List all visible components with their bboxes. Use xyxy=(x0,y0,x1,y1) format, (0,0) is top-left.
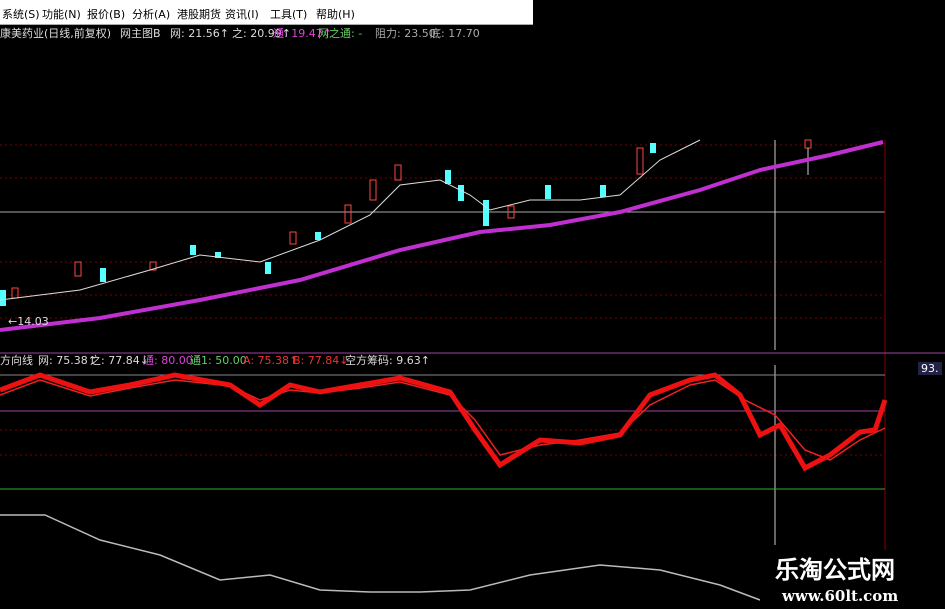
watermark-title: 乐淘公式网 xyxy=(775,556,895,584)
info-value: 通: 19.47↑ xyxy=(273,27,332,40)
info-value: 网: 21.56↑ xyxy=(170,27,229,40)
indicator-value: 通1: 50.00 xyxy=(190,354,247,367)
ma-line xyxy=(0,139,701,301)
menu-item[interactable]: 工具(T) xyxy=(270,8,308,21)
menu-item[interactable]: 港股期货 xyxy=(177,8,221,21)
indicator-value: 空方筹码: 9.63↑ xyxy=(345,354,430,367)
menu-item[interactable]: 帮助(H) xyxy=(316,8,355,21)
watermark-url: www.60lt.com xyxy=(782,587,899,605)
formula-name: 网主图B xyxy=(120,27,161,40)
watermark-bg xyxy=(760,550,945,609)
grid xyxy=(0,144,885,456)
indicator-line xyxy=(0,379,886,461)
indicator-value: 通: 80.00 xyxy=(143,354,193,367)
info-value: 网之通: - xyxy=(318,27,363,40)
info-value: 底: 17.70 xyxy=(430,27,480,40)
menu-bar: 系统(S) 功能(N) 报价(B) 分析(A) 港股期货 资讯(I) 工具(T) 帮助(H) xyxy=(0,0,533,25)
indicator-value: B: 77.84↓ xyxy=(293,354,349,367)
menu-item[interactable]: 资讯(I) xyxy=(225,8,259,21)
ma-line xyxy=(0,140,884,332)
menu-item[interactable]: 系统(S) xyxy=(2,8,40,21)
price-label: ←14.03 xyxy=(8,315,49,328)
info-value: 阻力: 23.50 xyxy=(375,27,436,40)
menu-item[interactable]: 功能(N) xyxy=(42,8,81,21)
sub-line xyxy=(0,514,761,601)
indicator-line xyxy=(0,372,888,472)
candles xyxy=(0,139,812,306)
menu-item[interactable]: 报价(B) xyxy=(87,8,126,21)
axis-value: 93. xyxy=(918,362,942,375)
stock-name: 康美药业(日线,前复权) xyxy=(0,27,112,40)
indicator-value: 网: 75.38↑ xyxy=(38,354,97,367)
indicator-value: A: 75.38↑ xyxy=(243,354,299,367)
indicator-name: 方向线 xyxy=(0,354,33,367)
menu-item[interactable]: 分析(A) xyxy=(132,8,171,21)
info-value: 之: 20.99↑ xyxy=(232,27,291,40)
indicator-value: 之: 77.84↓ xyxy=(90,354,149,367)
